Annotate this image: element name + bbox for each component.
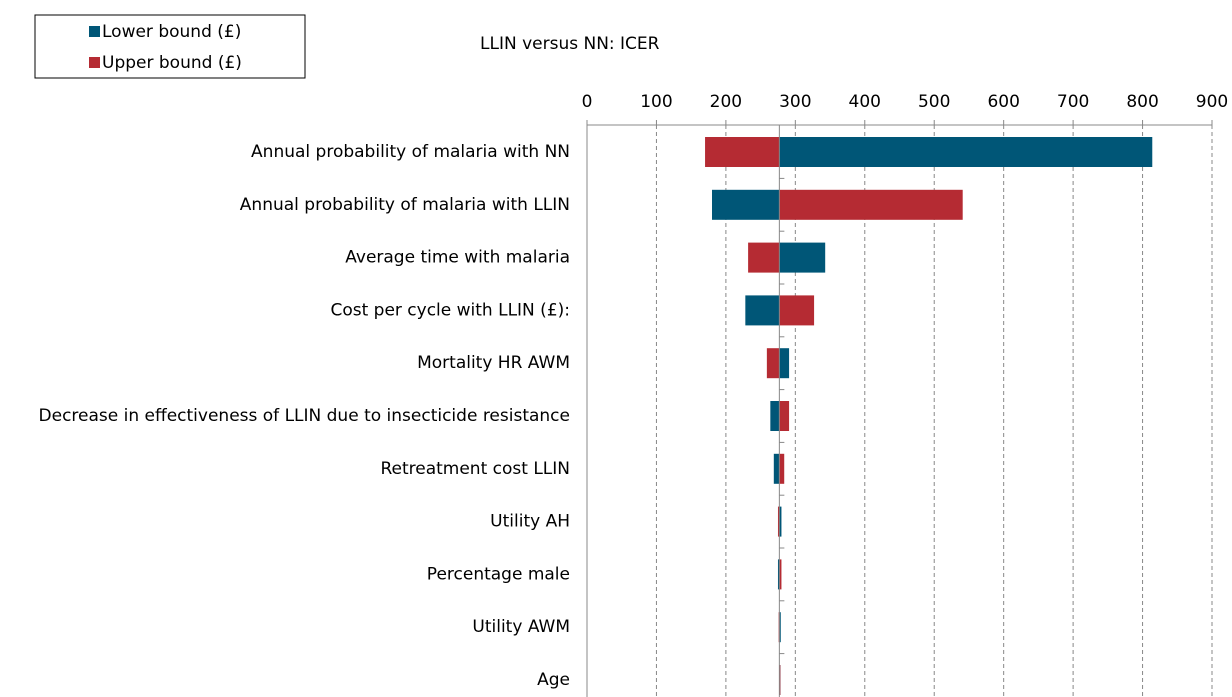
bar xyxy=(777,506,780,537)
bar xyxy=(779,453,785,484)
legend-swatch xyxy=(89,57,100,68)
x-tick-label: 400 xyxy=(849,92,881,112)
bar xyxy=(705,137,780,167)
bar xyxy=(779,506,782,537)
bar xyxy=(779,242,826,273)
chart-title: LLIN versus NN: ICER xyxy=(480,34,660,54)
x-tick-label: 900 xyxy=(1196,92,1228,112)
legend-label: Lower bound (£) xyxy=(102,22,241,42)
bar xyxy=(712,189,780,220)
bar xyxy=(779,295,815,326)
x-tick-label: 800 xyxy=(1126,92,1158,112)
category-label: Utility AWM xyxy=(472,617,570,637)
x-tick-label: 700 xyxy=(1057,92,1089,112)
x-tick-label: 200 xyxy=(710,92,742,112)
legend-label: Upper bound (£) xyxy=(102,53,242,73)
bar xyxy=(779,137,1153,167)
category-label: Decrease in effectiveness of LLIN due to… xyxy=(39,406,570,426)
bar xyxy=(748,242,780,273)
category-label: Age xyxy=(537,670,570,690)
x-tick-label: 600 xyxy=(987,92,1019,112)
category-label: Mortality HR AWM xyxy=(417,353,570,373)
bar xyxy=(773,453,780,484)
bar xyxy=(766,348,780,379)
category-label: Cost per cycle with LLIN (£): xyxy=(330,300,570,320)
x-tick-label: 0 xyxy=(582,92,593,112)
category-label: Annual probability of malaria with LLIN xyxy=(240,195,570,215)
bar xyxy=(770,401,780,431)
x-tick-label: 100 xyxy=(640,92,672,112)
bar xyxy=(745,295,780,326)
bar xyxy=(777,559,780,590)
category-label: Percentage male xyxy=(427,564,570,584)
category-label: Utility AH xyxy=(490,512,570,532)
x-tick-label: 300 xyxy=(779,92,811,112)
bar xyxy=(779,189,963,220)
x-tick-label: 500 xyxy=(918,92,950,112)
bar xyxy=(779,401,790,431)
category-label: Average time with malaria xyxy=(345,248,570,268)
bar xyxy=(779,612,781,643)
bar xyxy=(779,559,782,590)
legend-box xyxy=(34,14,306,79)
legend-swatch xyxy=(89,26,100,37)
category-label: Annual probability of malaria with NN xyxy=(251,142,570,162)
category-label: Retreatment cost LLIN xyxy=(380,459,570,479)
bar xyxy=(779,348,790,379)
